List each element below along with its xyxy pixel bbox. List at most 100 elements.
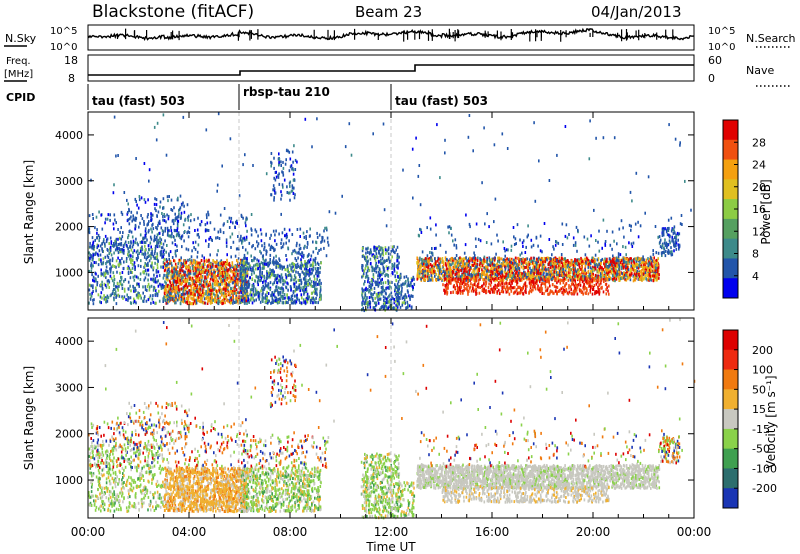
echo-cell [301, 296, 303, 300]
echo-cell [140, 259, 142, 263]
echo-cell [162, 255, 165, 259]
echo-cell [387, 282, 390, 286]
echo-cell [236, 221, 238, 225]
echo-cell [228, 276, 230, 280]
echo-cell [318, 233, 321, 237]
echo-cell [298, 298, 300, 302]
echo-cell [497, 269, 499, 273]
echo-cell [635, 269, 637, 272]
echo-cell [394, 284, 397, 288]
echo-cell [143, 240, 146, 244]
echo-cell [293, 285, 296, 289]
echo-cell [100, 213, 102, 217]
echo-cell [286, 265, 289, 269]
echo-cell [232, 301, 234, 305]
echo-cell [289, 285, 292, 289]
echo-cell [197, 295, 200, 299]
echo-cell [235, 247, 238, 251]
echo-cell [213, 260, 216, 264]
echo-cell [137, 291, 139, 295]
echo-cell [176, 215, 179, 219]
echo-cell [171, 281, 174, 285]
echo-cell [580, 275, 583, 278]
echo-cell [166, 278, 168, 282]
echo-cell [597, 274, 599, 278]
echo-cell [105, 262, 107, 265]
echo-cell [159, 250, 162, 254]
echo-cell [460, 265, 463, 269]
echo-cell [284, 234, 286, 238]
echo-cell [271, 301, 273, 305]
echo-cell [639, 275, 641, 279]
echo-cell [138, 251, 141, 255]
echo-cell [373, 248, 375, 252]
echo-cell [163, 262, 166, 266]
echo-cell [293, 278, 295, 282]
echo-cell [96, 283, 98, 287]
echo-cell [292, 192, 295, 195]
echo-cell [293, 282, 296, 286]
echo-cell [171, 232, 173, 235]
echo-cell [161, 253, 163, 256]
echo-cell [168, 254, 170, 258]
echo-cell [365, 271, 368, 275]
echo-cell [371, 266, 374, 270]
echo-cell [234, 254, 237, 258]
echo-cell [240, 271, 243, 275]
echo-cell [164, 298, 166, 302]
echo-cell [189, 302, 191, 306]
echo-cell [145, 299, 148, 303]
echo-cell [266, 273, 269, 277]
echo-cell [192, 272, 195, 276]
echo-cell [288, 181, 291, 185]
echo-cell [312, 268, 314, 272]
echo-cell [381, 262, 384, 266]
echo-cell [158, 299, 161, 303]
echo-cell [110, 268, 112, 272]
echo-cell [219, 228, 222, 232]
echo-cell [380, 272, 383, 276]
echo-cell [225, 297, 228, 301]
echo-cell [590, 272, 593, 275]
echo-cell [230, 290, 233, 294]
echo-cell [138, 284, 140, 288]
echo-cell [399, 305, 402, 309]
echo-cell [167, 199, 169, 203]
echo-cell [382, 268, 385, 272]
echo-cell [303, 267, 306, 271]
echo-cell [177, 270, 180, 274]
echo-cell [224, 266, 227, 270]
echo-cell [102, 257, 105, 261]
echo-cell [183, 297, 186, 301]
echo-cell [225, 295, 227, 299]
echo-cell [407, 303, 409, 307]
echo-cell [305, 270, 308, 274]
echo-cell [243, 261, 245, 265]
echo-cell [205, 213, 208, 217]
echo-cell [200, 293, 202, 297]
echo-cell [179, 216, 182, 220]
echo-cell [217, 271, 219, 275]
echo-cell [224, 285, 227, 288]
echo-cell [327, 240, 329, 244]
echo-cell [199, 223, 202, 227]
echo-cell [275, 254, 277, 258]
echo-cell [188, 226, 191, 230]
echo-cell [270, 152, 273, 155]
echo-cell [383, 307, 385, 311]
echo-cell [461, 265, 464, 269]
echo-cell [516, 271, 518, 275]
echo-cell [603, 270, 606, 274]
echo-cell [567, 259, 569, 262]
echo-cell [142, 270, 144, 274]
echo-cell [124, 278, 127, 282]
echo-cell [259, 228, 262, 232]
echo-cell [273, 196, 275, 200]
echo-cell [502, 276, 505, 280]
echo-cell [316, 274, 319, 278]
echo-cell [108, 286, 110, 289]
echo-cell [384, 296, 386, 300]
echo-cell [246, 282, 248, 286]
echo-cell [405, 295, 408, 299]
echo-cell [299, 266, 301, 270]
